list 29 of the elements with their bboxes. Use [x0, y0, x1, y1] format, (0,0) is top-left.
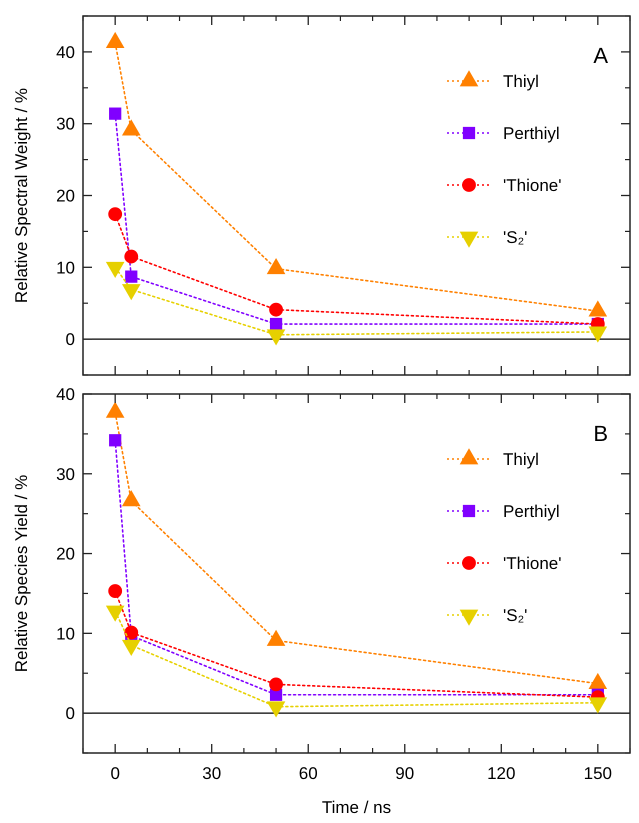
x-tick-label: 90	[395, 764, 414, 783]
y-tick-label: 10	[56, 258, 75, 278]
y-tick-label: 40	[56, 385, 75, 404]
y-tick-label: 0	[66, 330, 75, 350]
legend-label: 'Thione'	[503, 176, 562, 195]
x-tick-label: 0	[110, 764, 120, 783]
legend-label: Perthiyl	[503, 502, 560, 521]
legend-label: Perthiyl	[503, 124, 560, 143]
annotation: B	[593, 421, 608, 446]
annotation: A	[593, 43, 608, 68]
y-tick-label: 20	[56, 544, 75, 564]
y-tick-label: 20	[56, 186, 75, 206]
x-tick-label: 60	[298, 764, 318, 783]
x-tick-label: 120	[487, 764, 516, 783]
x-tick-label: 150	[584, 764, 612, 783]
y-tick-label: 0	[66, 704, 75, 724]
legend-label: 'S₂'	[503, 228, 528, 247]
legend-label: Thiyl	[503, 450, 539, 469]
legend-label: 'Thione'	[503, 554, 562, 573]
y-axis-title: Relative Species Yield / %	[12, 474, 31, 672]
x-tick-label: 30	[202, 764, 222, 783]
y-tick-label: 10	[56, 624, 75, 644]
y-tick-label: 40	[56, 42, 75, 62]
y-tick-label: 30	[56, 114, 75, 134]
y-tick-label: 30	[56, 464, 75, 484]
y-axis-title: Relative Spectral Weight / %	[12, 88, 31, 304]
legend-label: 'S₂'	[503, 606, 528, 625]
legend-label: Thiyl	[503, 72, 539, 91]
x-axis-title: Time / ns	[322, 798, 392, 817]
